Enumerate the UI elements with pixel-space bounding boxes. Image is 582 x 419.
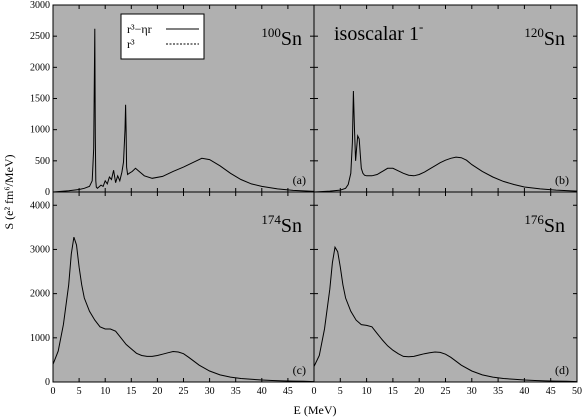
mass-number: 176	[524, 212, 544, 227]
mass-number: 120	[524, 25, 544, 40]
panel-label: (b)	[555, 173, 569, 187]
x-tick-label: 45	[283, 386, 293, 397]
x-tick-label: 25	[441, 386, 451, 397]
x-tick-label: 0	[312, 386, 317, 397]
x-tick-label: 10	[100, 386, 110, 397]
y-tick-label: 4000	[30, 200, 50, 211]
x-tick-label: 20	[414, 386, 424, 397]
y-tick-label: 500	[35, 156, 50, 167]
nucleus-label: 100Sn	[261, 25, 302, 50]
mass-number: 100	[261, 25, 281, 40]
y-tick-label: 1000	[30, 125, 50, 136]
y-tick-label: 0	[45, 377, 50, 388]
y-tick-label: 3000	[30, 0, 50, 11]
y-tick-label: 3000	[30, 244, 50, 255]
y-tick-label: 1000	[30, 333, 50, 344]
x-tick-label: 20	[152, 386, 162, 397]
nucleus-label: 176Sn	[524, 212, 565, 237]
panel-label: (c)	[293, 363, 306, 377]
y-tick-label: 1500	[30, 94, 50, 105]
x-tick-label: 30	[467, 386, 477, 397]
y-tick-label: 0	[45, 187, 50, 198]
x-axis-label: E (MeV)	[294, 403, 337, 417]
element-symbol: Sn	[544, 28, 565, 50]
element-symbol: Sn	[281, 28, 302, 50]
x-tick-label: 25	[179, 386, 189, 397]
element-symbol: Sn	[544, 215, 565, 237]
series-line	[52, 236, 315, 383]
nucleus-label: 120Sn	[524, 25, 565, 50]
panel-background	[52, 191, 315, 383]
panel-background	[313, 4, 578, 193]
x-tick-label: 15	[126, 386, 136, 397]
y-axis-label: S (e² fm⁶/MeV)	[2, 154, 16, 229]
panel-label: (d)	[555, 363, 569, 377]
y-tick-label: 2500	[30, 31, 50, 42]
series-line	[313, 245, 578, 383]
isoscalar-annotation: isoscalar 1-	[334, 19, 423, 45]
element-symbol: Sn	[281, 215, 302, 237]
x-tick-label: 30	[205, 386, 215, 397]
series-line	[313, 90, 578, 193]
mass-number: 174	[261, 212, 281, 227]
x-tick-label: 45	[546, 386, 556, 397]
nucleus-label: 174Sn	[261, 212, 302, 237]
x-tick-label: 5	[77, 386, 82, 397]
x-tick-label: 35	[231, 386, 241, 397]
x-tick-label: 0	[51, 386, 56, 397]
x-tick-label: 10	[362, 386, 372, 397]
x-tick-label: 5	[338, 386, 343, 397]
panel-label: (a)	[293, 173, 306, 187]
legend-entry-label: r³	[127, 37, 135, 51]
y-tick-label: 2000	[30, 289, 50, 300]
x-tick-label: 40	[519, 386, 529, 397]
legend-entry-label: r³−ηr	[127, 22, 152, 36]
x-tick-label: 50	[572, 386, 582, 397]
x-tick-label: 15	[388, 386, 398, 397]
panel-3: 0 5 10 15 20 25 30 35 40 45 50(d) 176Sn	[312, 191, 582, 397]
series-line	[52, 28, 315, 193]
x-tick-label: 35	[493, 386, 503, 397]
panel-background	[313, 191, 578, 383]
panel-1: (b) 120Sn	[313, 4, 578, 193]
y-tick-label: 2000	[30, 62, 50, 73]
x-tick-label: 40	[257, 386, 267, 397]
panel-2: 0 5 10 15 20 25 30 35 40 45 0 1000 2000 3000 4000 (c) 17…	[30, 191, 315, 397]
isoscalar-sup: -	[419, 19, 423, 34]
legend-box	[120, 13, 205, 60]
